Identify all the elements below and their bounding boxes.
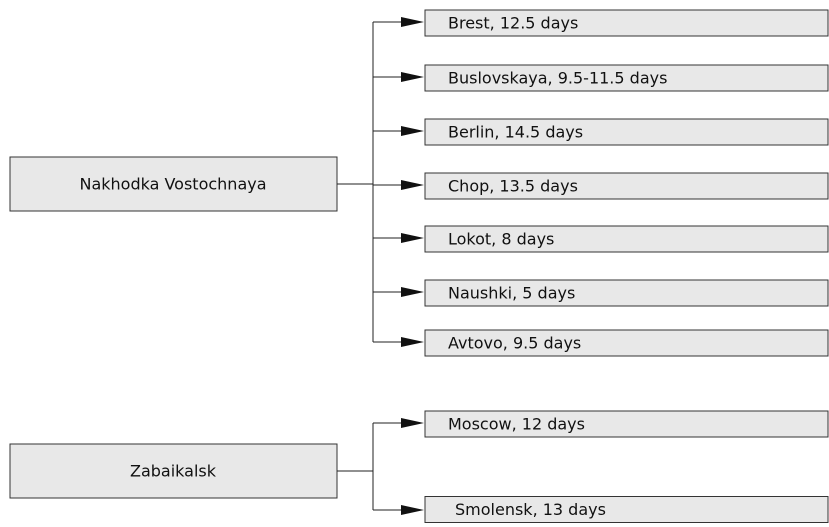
target-box — [424, 225, 829, 253]
target-box — [424, 496, 829, 523]
target-box — [424, 172, 829, 200]
source-label: Nakhodka Vostochnaya — [79, 175, 266, 194]
arrow-head — [401, 233, 424, 243]
target-label: Smolensk, 13 days — [455, 500, 606, 519]
target-label: Moscow, 12 days — [448, 415, 585, 434]
target-box — [424, 118, 829, 146]
arrow-head — [401, 505, 424, 515]
target-label: Lokot, 8 days — [448, 230, 554, 249]
target-label: Chop, 13.5 days — [448, 177, 578, 196]
target-label: Naushki, 5 days — [448, 284, 575, 303]
target-label: Buslovskaya, 9.5-11.5 days — [448, 69, 667, 88]
target-label: Avtovo, 9.5 days — [448, 334, 581, 353]
arrow-head — [401, 418, 424, 428]
arrow-head — [401, 287, 424, 297]
target-label: Brest, 12.5 days — [448, 14, 578, 33]
source-box — [9, 443, 338, 499]
target-label: Berlin, 14.5 days — [448, 123, 583, 142]
target-box — [424, 9, 829, 37]
arrow-head — [401, 72, 424, 82]
arrow-head — [401, 337, 424, 347]
arrow-head — [401, 126, 424, 136]
arrow-head — [401, 17, 424, 27]
source-box — [9, 156, 338, 212]
target-box — [424, 410, 829, 438]
source-label: Zabaikalsk — [130, 462, 217, 481]
target-box — [424, 64, 829, 92]
target-box — [424, 329, 829, 357]
arrow-head — [401, 180, 424, 190]
target-box — [424, 279, 829, 307]
